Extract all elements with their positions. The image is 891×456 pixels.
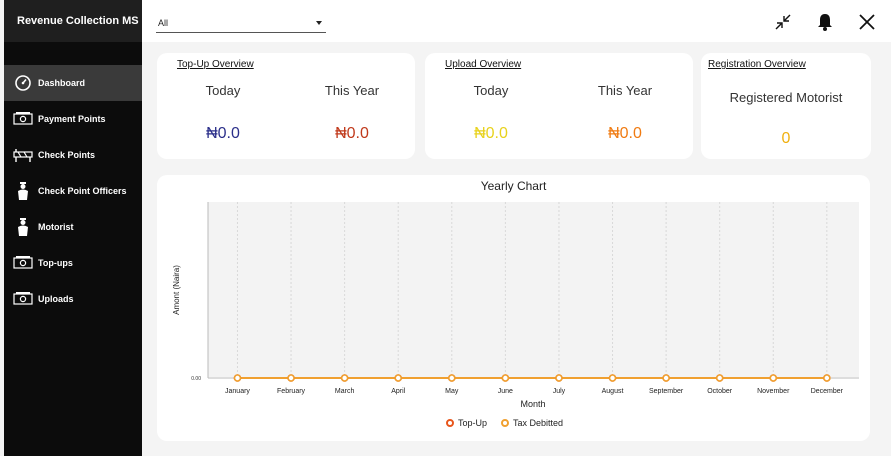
upload-overview-title[interactable]: Upload Overview xyxy=(445,59,522,70)
x-tick-label: February xyxy=(277,388,306,395)
x-tick-label: June xyxy=(498,388,513,395)
data-point[interactable] xyxy=(555,374,563,382)
x-tick-label: November xyxy=(757,388,790,395)
yearly-chart-card: Yearly Chart 0.00 January February March Ap… xyxy=(157,175,870,441)
registration-overview-card: Registration Overview Registered Motoris… xyxy=(701,53,871,159)
data-point[interactable] xyxy=(769,374,778,382)
registered-motorist-label: Registered Motorist xyxy=(729,90,843,105)
legend-marker xyxy=(446,419,454,427)
sidebar-item-label: Motorist xyxy=(38,222,74,232)
topup-year-label: This Year xyxy=(324,83,380,98)
cash-icon xyxy=(12,254,34,272)
data-point[interactable] xyxy=(447,374,456,382)
sidebar-item-dashboard[interactable]: Dashboard xyxy=(4,65,142,101)
x-tick-label: December xyxy=(811,388,844,395)
topup-overview-card: Top-Up Overview Today This Year ₦0.0 ₦0.… xyxy=(157,53,415,159)
data-point[interactable] xyxy=(233,374,242,382)
sidebar-item-label: Dashboard xyxy=(38,78,86,88)
legend-label: Top-Up xyxy=(458,418,488,428)
chart-title: Yearly Chart xyxy=(480,179,547,193)
data-point[interactable] xyxy=(287,374,295,382)
sidebar-item-label: Payment Points xyxy=(38,114,106,124)
legend-item-tax-debitted[interactable]: Tax Debitted xyxy=(501,418,563,428)
topup-year-value: ₦0.0 xyxy=(335,125,369,142)
sidebar-item-motorist[interactable]: Motorist xyxy=(4,209,142,245)
sidebar-item-label: Check Points xyxy=(38,150,96,160)
registration-overview-title[interactable]: Registration Overview xyxy=(708,59,806,70)
close-icon[interactable] xyxy=(856,11,878,33)
chart-legend: Top-Up Tax Debitted xyxy=(446,418,563,428)
legend-item-topup[interactable]: Top-Up xyxy=(446,418,487,428)
chevron-down-icon xyxy=(316,20,322,25)
x-tick-label: October xyxy=(707,388,733,395)
x-tick-label: July xyxy=(553,388,566,395)
sidebar-item-label: Check Point Officers xyxy=(38,186,127,196)
y-tick-label: 0.00 xyxy=(191,376,201,382)
person-icon xyxy=(12,218,34,236)
registered-motorist-value: 0 xyxy=(781,130,791,147)
x-tick-label: August xyxy=(602,388,624,395)
sidebar-item-label: Uploads xyxy=(38,294,74,304)
x-tick-label: January xyxy=(225,388,250,395)
sidebar-nav: Dashboard Payment Points Check Points Ch… xyxy=(4,65,142,317)
bell-icon[interactable] xyxy=(814,11,836,33)
officer-icon xyxy=(12,182,34,200)
sidebar-item-check-point-officers[interactable]: Check Point Officers xyxy=(4,173,142,209)
data-point[interactable] xyxy=(823,374,831,382)
data-point[interactable] xyxy=(394,374,403,382)
filter-select-value: All xyxy=(158,17,169,28)
data-point[interactable] xyxy=(501,374,510,382)
data-point[interactable] xyxy=(715,374,724,382)
sidebar-item-label: Top-ups xyxy=(38,258,73,268)
sidebar-item-uploads[interactable]: Uploads xyxy=(4,281,142,317)
upload-year-value: ₦0.0 xyxy=(608,125,642,142)
x-tick-label: September xyxy=(649,388,684,395)
dashboard-gauge-icon xyxy=(12,74,34,92)
sidebar-item-payment-points[interactable]: Payment Points xyxy=(4,101,142,137)
cash-icon xyxy=(12,290,34,308)
top-bar: All xyxy=(142,0,891,42)
sidebar: Revenue Collection MS Dashboard Payment … xyxy=(4,0,142,456)
upload-today-value: ₦0.0 xyxy=(474,125,508,142)
cash-icon xyxy=(12,110,34,128)
x-tick-label: April xyxy=(391,388,405,395)
data-point[interactable] xyxy=(662,374,670,382)
topup-overview-title[interactable]: Top-Up Overview xyxy=(177,59,254,70)
app-brand: Revenue Collection MS xyxy=(4,0,142,42)
data-point[interactable] xyxy=(608,374,617,382)
upload-overview-card: Upload Overview Today This Year ₦0.0 ₦0.… xyxy=(425,53,693,159)
barrier-icon xyxy=(12,146,34,164)
x-axis-label: Month xyxy=(520,399,545,409)
legend-marker xyxy=(501,419,510,427)
upload-year-label: This Year xyxy=(597,83,653,98)
topup-today-label: Today xyxy=(205,83,241,98)
plot-area xyxy=(208,202,859,377)
x-tick-label: March xyxy=(335,388,355,395)
data-point[interactable] xyxy=(340,374,349,382)
y-axis-label: Amont (Naira) xyxy=(172,265,181,315)
filter-select[interactable]: All xyxy=(156,13,326,33)
legend-label: Tax Debitted xyxy=(513,418,564,428)
sidebar-item-check-points[interactable]: Check Points xyxy=(4,137,142,173)
collapse-icon[interactable] xyxy=(772,11,794,33)
x-tick-label: May xyxy=(445,388,459,395)
upload-today-label: Today xyxy=(473,83,509,98)
yearly-chart: 0.00 January February March April May June Jul… xyxy=(172,202,859,409)
sidebar-item-top-ups[interactable]: Top-ups xyxy=(4,245,142,281)
topup-today-value: ₦0.0 xyxy=(206,125,240,142)
